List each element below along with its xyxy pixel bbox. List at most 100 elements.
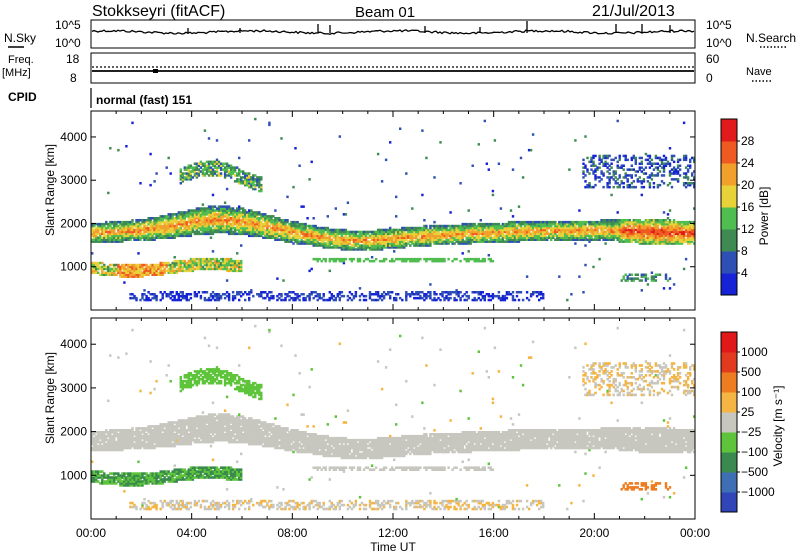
power-cell: [542, 238, 545, 241]
power-cell: [242, 232, 245, 236]
power-cell: [668, 226, 672, 230]
power-cell: [638, 228, 641, 232]
power-cell: [429, 293, 432, 296]
power-cell: [409, 232, 412, 236]
power-cell: [254, 174, 257, 177]
power-cell: [161, 226, 164, 230]
power-cell: [219, 228, 223, 232]
power-cell: [225, 222, 229, 226]
power-cell: [238, 170, 241, 173]
power-cell: [439, 234, 442, 238]
power-cell: [638, 238, 641, 241]
power-cell: [626, 277, 629, 280]
power-cell: [356, 242, 360, 245]
power-cell: [686, 232, 690, 236]
power-cell: [505, 240, 509, 243]
power-cell: [654, 162, 658, 165]
power-cell: [425, 296, 428, 300]
date-title: 21/Jul/2013: [592, 3, 675, 20]
power-cell: [413, 259, 416, 263]
power-cell: [139, 275, 142, 278]
power-cell: [393, 238, 396, 241]
power-cell: [97, 267, 100, 271]
power-cell: [684, 226, 688, 230]
power-cell: [542, 293, 545, 296]
power-cell: [246, 182, 249, 185]
power-cell: [471, 234, 474, 238]
power-cell: [211, 224, 215, 228]
power-cell: [540, 230, 543, 234]
power-cell: [650, 234, 654, 238]
power-cell: [614, 222, 617, 226]
power-cell: [113, 228, 116, 232]
power-cell: [517, 238, 521, 241]
power-cell: [310, 226, 313, 230]
power-cell: [256, 226, 259, 230]
power-cell: [600, 219, 603, 222]
power-cell: [459, 238, 462, 241]
power-cell: [487, 240, 490, 243]
power-cell: [105, 267, 108, 271]
power-cell: [562, 224, 565, 228]
power-cell: [670, 236, 674, 239]
power-cell: [205, 211, 209, 214]
power-cell: [622, 226, 625, 230]
power-cell: [133, 294, 136, 298]
power-cell: [205, 232, 209, 236]
power-cell: [246, 174, 249, 177]
power-cell: [256, 222, 259, 226]
power-cell: [111, 232, 114, 236]
power-cell: [511, 234, 515, 238]
power-cell: [552, 220, 555, 224]
power-cell: [314, 236, 317, 239]
power-cell: [125, 224, 128, 228]
power-cell: [515, 240, 519, 243]
power-cell: [342, 230, 346, 234]
power-cell: [215, 224, 219, 228]
power-cell: [483, 240, 486, 243]
power-cell: [584, 224, 587, 228]
power-cell: [197, 220, 201, 224]
power-cell: [308, 293, 311, 296]
power-cell: [282, 222, 285, 226]
power-cell: [229, 224, 233, 228]
power-cell: [558, 230, 561, 234]
power-cell: [330, 296, 333, 300]
power-cell: [169, 236, 172, 239]
power-cell: [628, 273, 631, 276]
power-cell: [626, 275, 629, 278]
power-cell: [668, 182, 672, 185]
power-cell: [399, 230, 402, 234]
power-cell: [384, 228, 388, 232]
power-cell: [584, 230, 587, 234]
power-cell: [636, 230, 639, 234]
power-cell: [143, 234, 146, 238]
power-cell: [231, 224, 235, 228]
power-cell: [296, 228, 299, 232]
power-cell: [115, 224, 118, 228]
power-cell: [552, 228, 555, 232]
power-cell: [622, 176, 625, 179]
power-cell: [598, 156, 601, 160]
power-cell: [211, 263, 215, 267]
power-cell: [348, 234, 352, 238]
power-cell: [682, 158, 686, 162]
power-cell: [360, 293, 364, 296]
power-cell: [191, 215, 195, 218]
power-cell: [346, 240, 350, 243]
power-cell: [542, 236, 545, 239]
power-cell: [193, 291, 197, 294]
power-cell: [183, 213, 186, 216]
power-cell: [117, 224, 120, 228]
power-cell: [111, 273, 114, 276]
power-cell: [143, 222, 146, 226]
power-cell: [376, 244, 380, 247]
power-cell: [632, 185, 635, 189]
power-cell: [489, 236, 492, 239]
power-cell: [117, 228, 120, 232]
power-cell: [658, 219, 662, 222]
power-cell: [229, 265, 233, 269]
power-cell: [205, 267, 209, 271]
power-cell: [431, 228, 434, 232]
power-cell: [97, 238, 100, 241]
